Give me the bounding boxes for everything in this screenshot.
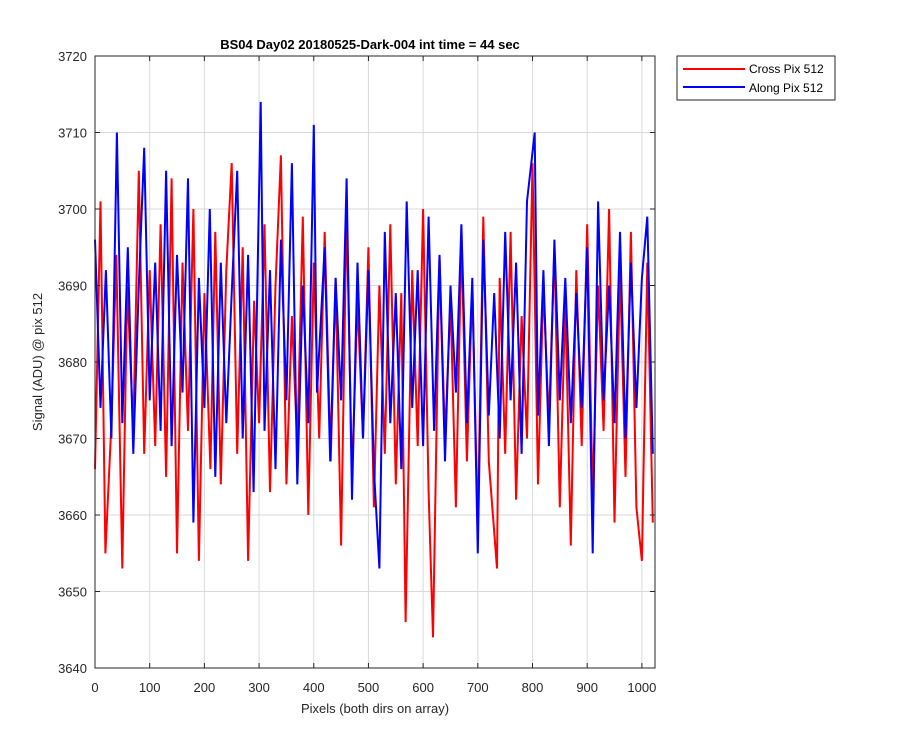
x-tick-label: 600 <box>412 680 434 695</box>
y-tick-label: 3710 <box>58 126 87 141</box>
y-tick-label: 3690 <box>58 279 87 294</box>
x-tick-label: 1000 <box>627 680 656 695</box>
y-tick-label: 3650 <box>58 585 87 600</box>
y-axis-label: Signal (ADU) @ pix 512 <box>30 293 45 431</box>
legend-label-cross: Cross Pix 512 <box>749 62 824 76</box>
x-axis-label: Pixels (both dirs on array) <box>301 701 449 716</box>
x-tick-label: 500 <box>358 680 380 695</box>
x-tick-label: 100 <box>139 680 161 695</box>
series-cross-pix-512 <box>94 155 654 638</box>
x-tick-label: 300 <box>248 680 270 695</box>
series-along-pix-512 <box>94 101 654 569</box>
legend-box <box>676 55 836 101</box>
y-tick-label: 3700 <box>58 202 87 217</box>
grid <box>95 56 655 668</box>
x-tick-label: 200 <box>194 680 216 695</box>
x-tick-label: 700 <box>467 680 489 695</box>
legend: Cross Pix 512 Along Pix 512 <box>676 55 836 101</box>
y-tick-label: 3720 <box>58 49 87 64</box>
x-tick-label: 0 <box>91 680 98 695</box>
x-tick-label: 400 <box>303 680 325 695</box>
x-tick-label: 900 <box>576 680 598 695</box>
chart-title: BS04 Day02 20180525-Dark-004 int time = … <box>220 37 520 52</box>
legend-label-along: Along Pix 512 <box>749 81 823 95</box>
y-tick-label: 3670 <box>58 432 87 447</box>
series-layer <box>94 101 654 638</box>
ticks: 0 100 200 300 400 500 600 700 800 900 1000 3640 3650… <box>58 49 656 695</box>
x-tick-label: 800 <box>522 680 544 695</box>
y-tick-label: 3660 <box>58 508 87 523</box>
y-tick-label: 3640 <box>58 661 87 676</box>
plot-area: 0 100 200 300 400 500 600 700 800 900 1000 3640 3650… <box>58 49 656 695</box>
y-tick-label: 3680 <box>58 355 87 370</box>
